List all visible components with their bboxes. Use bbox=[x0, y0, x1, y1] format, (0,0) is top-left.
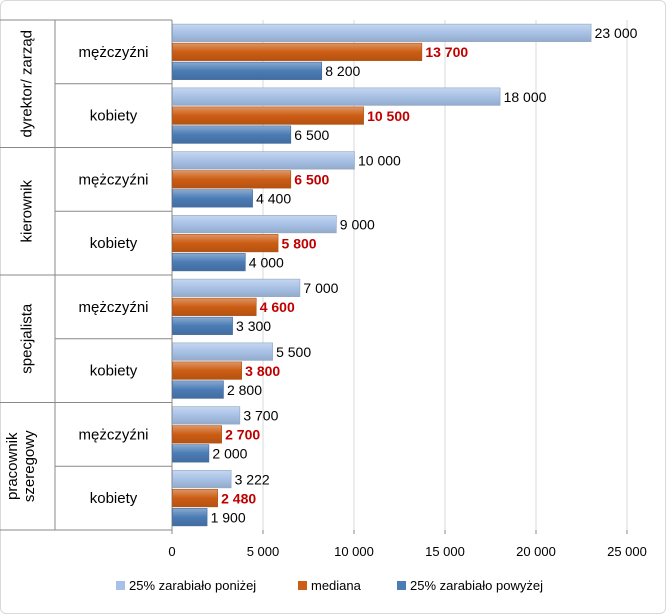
bar-median bbox=[172, 297, 257, 316]
bar-upper-quartile bbox=[172, 61, 323, 80]
data-label: 10 000 bbox=[358, 153, 401, 169]
bar-upper-quartile bbox=[172, 316, 233, 335]
bar-lower-quartile bbox=[172, 278, 301, 297]
bar-upper-quartile bbox=[172, 125, 292, 144]
group-label-line: szeregowy bbox=[21, 430, 38, 502]
bar-median bbox=[172, 425, 222, 444]
group-label: dyrektor/ zarząd bbox=[19, 30, 36, 138]
subgroup-label: kobiety bbox=[90, 363, 138, 380]
data-label: 6 500 bbox=[294, 172, 329, 188]
legend-label: mediana bbox=[311, 578, 362, 593]
data-label: 3 700 bbox=[243, 408, 278, 424]
bar-lower-quartile bbox=[172, 406, 241, 425]
bar-upper-quartile bbox=[172, 189, 253, 208]
x-tick-label: 20 000 bbox=[516, 544, 556, 559]
legend-label: 25% zarabiało powyżej bbox=[410, 578, 543, 593]
bar-lower-quartile bbox=[172, 23, 592, 42]
data-label: 8 200 bbox=[325, 63, 360, 79]
data-label: 9 000 bbox=[340, 216, 375, 232]
bar-upper-quartile bbox=[172, 444, 210, 463]
subgroup-label: mężczyźni bbox=[78, 171, 148, 188]
legend-swatch bbox=[397, 581, 406, 590]
bar-median bbox=[172, 170, 292, 189]
data-label: 10 500 bbox=[367, 108, 410, 124]
bar-median bbox=[172, 42, 423, 61]
subgroup-label: kobiety bbox=[90, 108, 138, 125]
x-tick-label: 0 bbox=[168, 544, 175, 559]
x-tick-label: 5 000 bbox=[247, 544, 280, 559]
data-label: 4 600 bbox=[260, 299, 295, 315]
group-label: pracownikszeregowy bbox=[4, 430, 38, 502]
data-label: 7 000 bbox=[303, 280, 338, 296]
group-label-line: pracownik bbox=[4, 432, 21, 500]
subgroup-label: mężczyźni bbox=[78, 426, 148, 443]
data-label: 18 000 bbox=[504, 89, 547, 105]
bar-lower-quartile bbox=[172, 470, 232, 489]
bar-upper-quartile bbox=[172, 508, 208, 527]
group-label: kierownik bbox=[19, 179, 36, 242]
data-label: 2 000 bbox=[212, 446, 247, 462]
bar-lower-quartile bbox=[172, 215, 337, 234]
data-label: 3 300 bbox=[236, 318, 271, 334]
subgroup-label: kobiety bbox=[90, 235, 138, 252]
x-tick-label: 15 000 bbox=[425, 544, 465, 559]
data-label: 2 800 bbox=[227, 382, 262, 398]
data-label: 3 800 bbox=[245, 363, 280, 379]
legend-swatch bbox=[298, 581, 307, 590]
subgroup-label: mężczyźni bbox=[78, 299, 148, 316]
data-label: 1 900 bbox=[211, 509, 246, 525]
subgroup-label: kobiety bbox=[90, 490, 138, 507]
data-label: 5 500 bbox=[276, 344, 311, 360]
bar-median bbox=[172, 234, 279, 253]
bar-upper-quartile bbox=[172, 253, 246, 272]
group-label-line: specjalista bbox=[19, 303, 36, 374]
data-label: 2 700 bbox=[225, 427, 260, 443]
group-label: specjalista bbox=[19, 303, 36, 374]
data-label: 23 000 bbox=[595, 25, 638, 41]
data-label: 4 000 bbox=[249, 254, 284, 270]
bar-median bbox=[172, 106, 364, 125]
data-label: 4 400 bbox=[256, 191, 291, 207]
bar-median bbox=[172, 361, 242, 380]
data-label: 2 480 bbox=[221, 490, 256, 506]
data-label: 13 700 bbox=[425, 44, 468, 60]
group-label-line: kierownik bbox=[19, 179, 36, 242]
bar-median bbox=[172, 489, 218, 508]
bar-lower-quartile bbox=[172, 87, 501, 106]
data-label: 6 500 bbox=[294, 127, 329, 143]
group-label-line: dyrektor/ zarząd bbox=[19, 30, 36, 138]
legend-swatch bbox=[116, 581, 125, 590]
bar-lower-quartile bbox=[172, 342, 273, 361]
x-tick-label: 10 000 bbox=[334, 544, 374, 559]
bar-lower-quartile bbox=[172, 151, 355, 170]
bar-upper-quartile bbox=[172, 380, 224, 399]
subgroup-label: mężczyźni bbox=[78, 44, 148, 61]
data-label: 5 800 bbox=[282, 235, 317, 251]
data-label: 3 222 bbox=[235, 471, 270, 487]
x-tick-label: 25 000 bbox=[607, 544, 647, 559]
legend-label: 25% zarabiało poniżej bbox=[129, 578, 256, 593]
